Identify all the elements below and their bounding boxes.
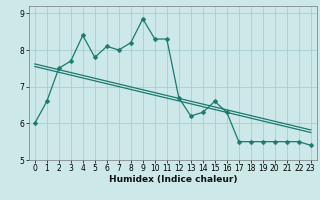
X-axis label: Humidex (Indice chaleur): Humidex (Indice chaleur) [108, 175, 237, 184]
